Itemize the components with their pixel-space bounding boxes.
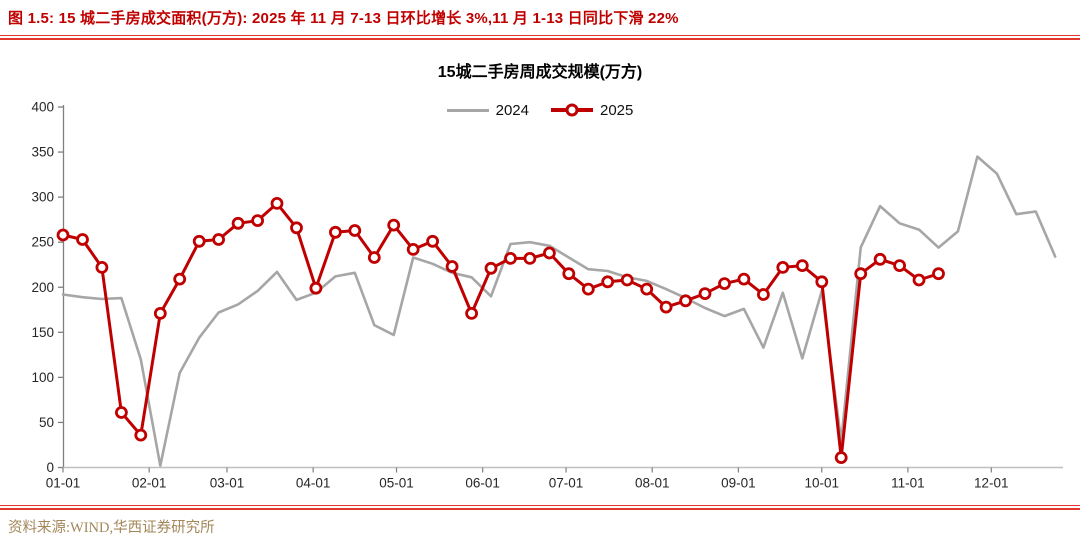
svg-text:250: 250 [31,235,54,250]
legend: 2024 2025 [0,100,1080,120]
legend-item-2024: 2024 [446,101,529,119]
svg-text:12-01: 12-01 [974,476,1009,491]
chart-title: 15城二手房周成交规模(万方) [437,64,643,81]
svg-text:11-01: 11-01 [891,476,925,491]
source-note: 资料来源:WIND,华西证券研究所 [8,520,215,536]
svg-text:0: 0 [46,460,54,475]
figure-caption: 图 1.5: 15 城二手房成交面积(万方): 2025 年 11 月 7-13… [8,10,679,27]
svg-text:04-01: 04-01 [296,476,331,491]
legend-label-2024: 2024 [495,101,529,119]
svg-text:03-01: 03-01 [210,476,245,491]
header-rule [0,35,1080,40]
svg-text:01-01: 01-01 [46,476,81,491]
legend-line-2025-swatch [551,103,593,117]
legend-item-2025: 2025 [551,102,633,119]
svg-text:02-01: 02-01 [132,476,167,491]
svg-text:350: 350 [31,145,54,160]
svg-text:10-01: 10-01 [804,476,839,491]
svg-text:200: 200 [31,280,54,295]
svg-text:100: 100 [31,370,54,385]
svg-text:150: 150 [31,325,54,340]
svg-text:09-01: 09-01 [721,476,756,491]
legend-label-2025: 2025 [600,101,634,119]
footer-rule [0,505,1080,510]
svg-text:300: 300 [31,190,54,205]
svg-text:08-01: 08-01 [635,476,670,491]
svg-text:400: 400 [31,100,54,115]
svg-text:06-01: 06-01 [465,476,500,491]
svg-text:07-01: 07-01 [549,476,584,491]
svg-text:50: 50 [39,415,54,430]
svg-text:05-01: 05-01 [379,476,414,491]
legend-line-2024-swatch [446,108,489,112]
legend-circle-marker-icon [565,103,579,117]
